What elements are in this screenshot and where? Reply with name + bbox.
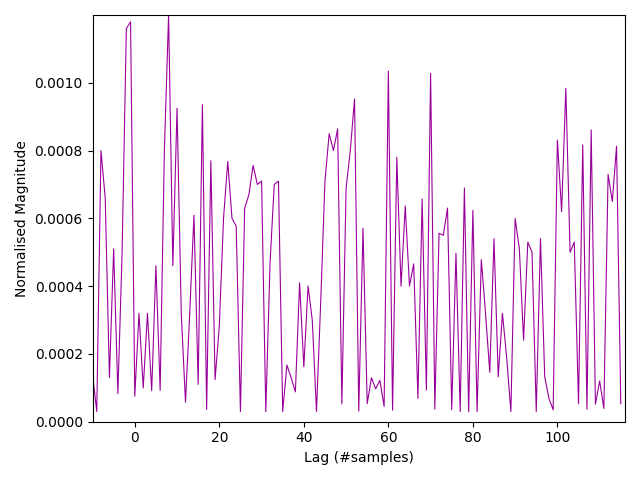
X-axis label: Lag (#samples): Lag (#samples) xyxy=(304,451,413,465)
Y-axis label: Normalised Magnitude: Normalised Magnitude xyxy=(15,140,29,297)
